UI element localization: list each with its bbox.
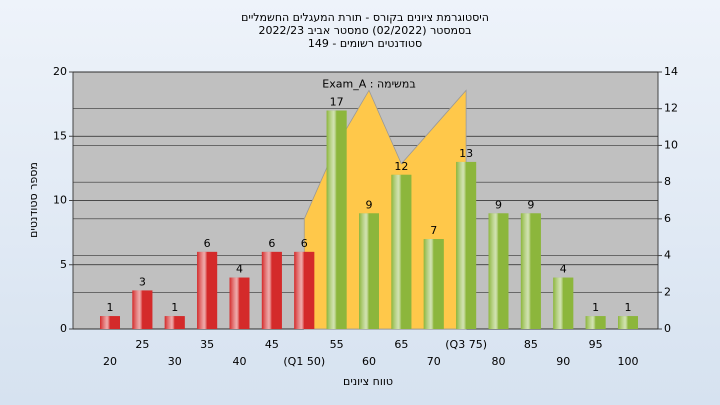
y2-tick-label: 4 [664,249,671,262]
x-tick-label: (Q1 50) [283,355,325,368]
bar [100,316,120,329]
y-tick-label: 0 [60,322,67,335]
chart-subtitle: סטודנטים רשומים - 149 [308,37,422,50]
y2-tick-label: 8 [664,175,671,188]
x-tick-label: 65 [394,338,408,351]
data-label: 17 [330,96,344,109]
y2-tick-label: 6 [664,212,671,225]
x-tick-label: 40 [233,355,247,368]
data-label: 3 [139,275,146,288]
bar [423,239,444,329]
bar [359,213,379,329]
series-label: Exam_A : במשימה [322,77,415,90]
data-label: 4 [236,263,243,276]
bar [391,174,412,329]
data-label: 12 [394,160,408,173]
bar [229,277,250,329]
y2-tick-label: 14 [664,65,678,78]
data-label: 7 [430,224,437,237]
bar [520,213,541,329]
data-label: 9 [366,198,373,211]
data-label: 6 [301,237,308,250]
data-label: 4 [560,263,567,276]
y2-tick-label: 12 [664,102,678,115]
data-label: 9 [527,198,534,211]
data-label: 1 [592,301,599,314]
x-tick-label: 55 [330,338,344,351]
y2-tick-label: 10 [664,138,678,151]
bar [294,251,315,329]
data-label: 6 [204,237,211,250]
y-axis-label: מספר סטודנטים [27,162,40,238]
y2-tick-label: 0 [664,322,671,335]
bar [132,290,153,329]
x-tick-label: 95 [589,338,603,351]
data-label: 1 [107,301,114,314]
bar [585,316,606,329]
y-tick-label: 15 [53,129,67,142]
data-label: 13 [459,147,473,160]
bar [553,277,574,329]
y-tick-label: 20 [53,65,67,78]
bar [456,161,477,329]
x-tick-label: 20 [103,355,117,368]
bar [164,316,185,329]
data-label: 1 [171,301,178,314]
bar [618,316,638,329]
y2-tick-label: 2 [664,285,671,298]
x-tick-label: 60 [362,355,376,368]
x-tick-label: 35 [200,338,214,351]
chart-subtitle: בסמסטר (02/2022) סמסטר אביב 2022/23 [258,24,471,37]
x-tick-label: 30 [168,355,182,368]
bar [197,251,218,329]
x-tick-label: 100 [618,355,639,368]
x-tick-label: 80 [492,355,506,368]
x-tick-label: 45 [265,338,279,351]
data-label: 9 [495,198,502,211]
x-tick-label: 90 [556,355,570,368]
data-label: 1 [625,301,632,314]
x-tick-label: 85 [524,338,538,351]
bar [326,110,347,329]
y-tick-label: 10 [53,194,67,207]
bar [261,251,282,329]
x-tick-label: 70 [427,355,441,368]
y-tick-label: 5 [60,258,67,271]
chart-title: היסטוגרמת ציונים בקורס - תורת המעגלים הח… [241,11,489,24]
data-label: 6 [268,237,275,250]
bar [488,213,509,329]
x-tick-label: 25 [135,338,149,351]
x-tick-label: (Q3 75) [445,338,487,351]
x-axis-label: טווח ציונים [343,375,393,388]
